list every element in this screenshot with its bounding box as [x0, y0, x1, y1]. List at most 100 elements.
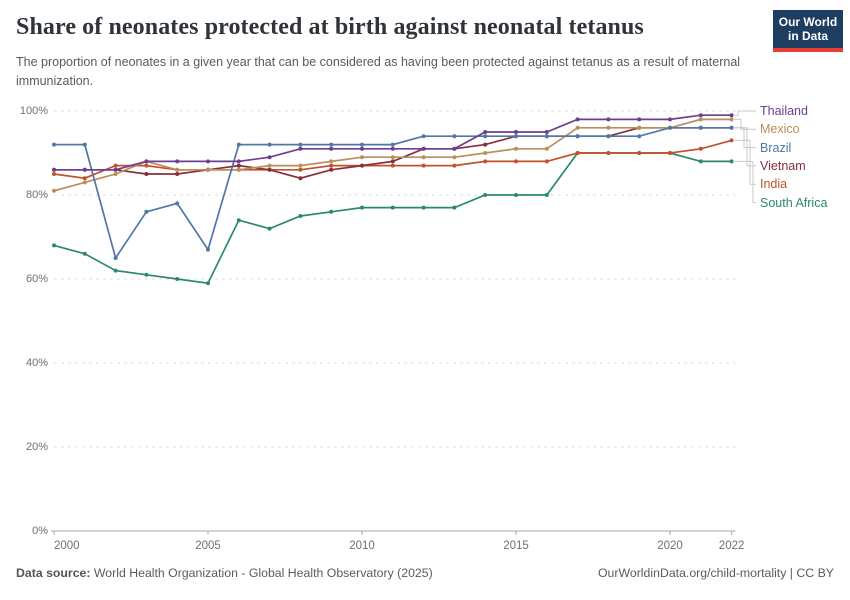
legend-connector-mexico — [734, 118, 756, 130]
y-axis-label-0%: 0% — [32, 525, 48, 537]
point-vietnam-2003 — [144, 172, 149, 176]
point-brazil-2010 — [360, 142, 364, 147]
point-india-2008 — [298, 167, 303, 172]
point-brazil-2004 — [175, 201, 180, 206]
legend-label-brazil[interactable]: Brazil — [760, 140, 792, 155]
point-thailand-2020 — [668, 117, 672, 122]
point-thailand-2022 — [729, 113, 734, 118]
point-brazil-2006 — [236, 142, 241, 147]
point-brazil-2012 — [421, 134, 426, 139]
y-axis-label-20%: 20% — [25, 441, 48, 453]
point-vietnam-2004 — [175, 172, 180, 176]
license-link[interactable]: CC BY — [796, 566, 834, 580]
page-title: Share of neonates protected at birth aga… — [16, 14, 644, 40]
point-brazil-2003 — [144, 209, 149, 214]
point-brazil-2020 — [668, 125, 672, 130]
point-mexico-2021 — [698, 117, 703, 122]
point-thailand-2007 — [267, 155, 272, 160]
point-thailand-2011 — [390, 146, 395, 151]
point-thailand-2012 — [421, 146, 426, 151]
point-india-2017 — [575, 151, 580, 155]
point-thailand-2004 — [175, 159, 180, 164]
point-mexico-2007 — [267, 163, 272, 168]
point-india-2009 — [329, 163, 334, 168]
chart-subtitle: The proportion of neonates in a given ye… — [16, 55, 741, 88]
point-vietnam-2009 — [329, 167, 334, 172]
point-brazil-2002 — [113, 256, 118, 260]
point-south-africa-2004 — [175, 277, 180, 281]
point-mexico-2008 — [298, 163, 303, 168]
point-mexico-2016 — [544, 146, 549, 151]
point-mexico-2013 — [452, 155, 457, 160]
point-south-africa-2010 — [360, 205, 364, 210]
point-india-2011 — [390, 163, 395, 168]
point-thailand-2019 — [637, 117, 642, 122]
point-mexico-2005 — [206, 167, 210, 172]
point-thailand-2014 — [483, 130, 488, 134]
point-thailand-2017 — [575, 117, 580, 122]
owid-logo-line2: in Data — [787, 29, 828, 43]
owid-logo[interactable]: Our World in Data — [773, 10, 843, 52]
point-india-2022 — [729, 138, 734, 143]
point-thailand-2009 — [329, 146, 334, 151]
point-mexico-2009 — [329, 159, 334, 164]
x-axis-label-2020: 2020 — [657, 540, 683, 552]
legend-connector-brazil — [734, 127, 756, 149]
point-south-africa-2016 — [544, 193, 549, 197]
y-axis-label-40%: 40% — [25, 357, 48, 369]
point-brazil-2001 — [82, 142, 87, 147]
x-axis-label-2015: 2015 — [503, 540, 529, 552]
point-india-2000 — [52, 172, 56, 176]
attribution-url[interactable]: OurWorldinData.org/child-mortality — [597, 566, 787, 580]
point-south-africa-2001 — [82, 251, 87, 256]
point-mexico-2000 — [52, 188, 56, 193]
point-thailand-2021 — [698, 113, 703, 118]
point-brazil-2015 — [514, 134, 518, 139]
point-mexico-2018 — [606, 125, 611, 130]
point-brazil-2013 — [452, 134, 457, 139]
point-south-africa-2012 — [421, 205, 426, 210]
point-thailand-2018 — [606, 117, 611, 122]
point-south-africa-2007 — [267, 226, 272, 231]
point-vietnam-2006 — [236, 163, 241, 168]
point-south-africa-2021 — [698, 159, 703, 164]
point-mexico-2001 — [82, 180, 87, 185]
legend-connector-south-africa — [734, 160, 756, 203]
point-mexico-2012 — [421, 155, 426, 160]
legend-label-south-africa[interactable]: South Africa — [760, 195, 828, 210]
point-india-2015 — [514, 159, 518, 164]
chart-footer: Data source: World Health Organization -… — [16, 566, 834, 580]
point-vietnam-2008 — [298, 176, 303, 181]
point-thailand-2016 — [544, 130, 549, 134]
point-south-africa-2022 — [729, 159, 734, 164]
point-india-2021 — [698, 146, 703, 151]
point-brazil-2021 — [698, 125, 703, 130]
legend-label-mexico[interactable]: Mexico — [760, 122, 800, 137]
point-thailand-2000 — [52, 167, 56, 172]
point-india-2001 — [82, 176, 87, 181]
point-south-africa-2006 — [236, 218, 241, 223]
attribution-separator: | — [786, 566, 797, 580]
point-mexico-2002 — [113, 172, 118, 176]
point-south-africa-2000 — [52, 243, 56, 248]
point-south-africa-2011 — [390, 205, 395, 210]
point-thailand-2008 — [298, 146, 303, 151]
point-vietnam-2007 — [267, 167, 272, 172]
legend-label-vietnam[interactable]: Vietnam — [760, 158, 806, 173]
point-brazil-2009 — [329, 142, 334, 147]
point-brazil-2019 — [637, 134, 642, 139]
x-axis-label-2000: 2000 — [54, 540, 80, 552]
point-thailand-2013 — [452, 146, 457, 151]
point-vietnam-2014 — [483, 142, 488, 147]
point-brazil-2016 — [544, 134, 549, 139]
point-south-africa-2013 — [452, 205, 457, 210]
legend-connector-thailand — [734, 110, 756, 116]
point-india-2002 — [113, 163, 118, 168]
legend-label-india[interactable]: India — [760, 177, 788, 192]
x-axis-label-2010: 2010 — [349, 540, 375, 552]
y-axis-label-80%: 80% — [25, 189, 48, 201]
point-india-2013 — [452, 163, 457, 168]
legend-label-thailand[interactable]: Thailand — [760, 104, 808, 118]
point-mexico-2010 — [360, 155, 364, 160]
